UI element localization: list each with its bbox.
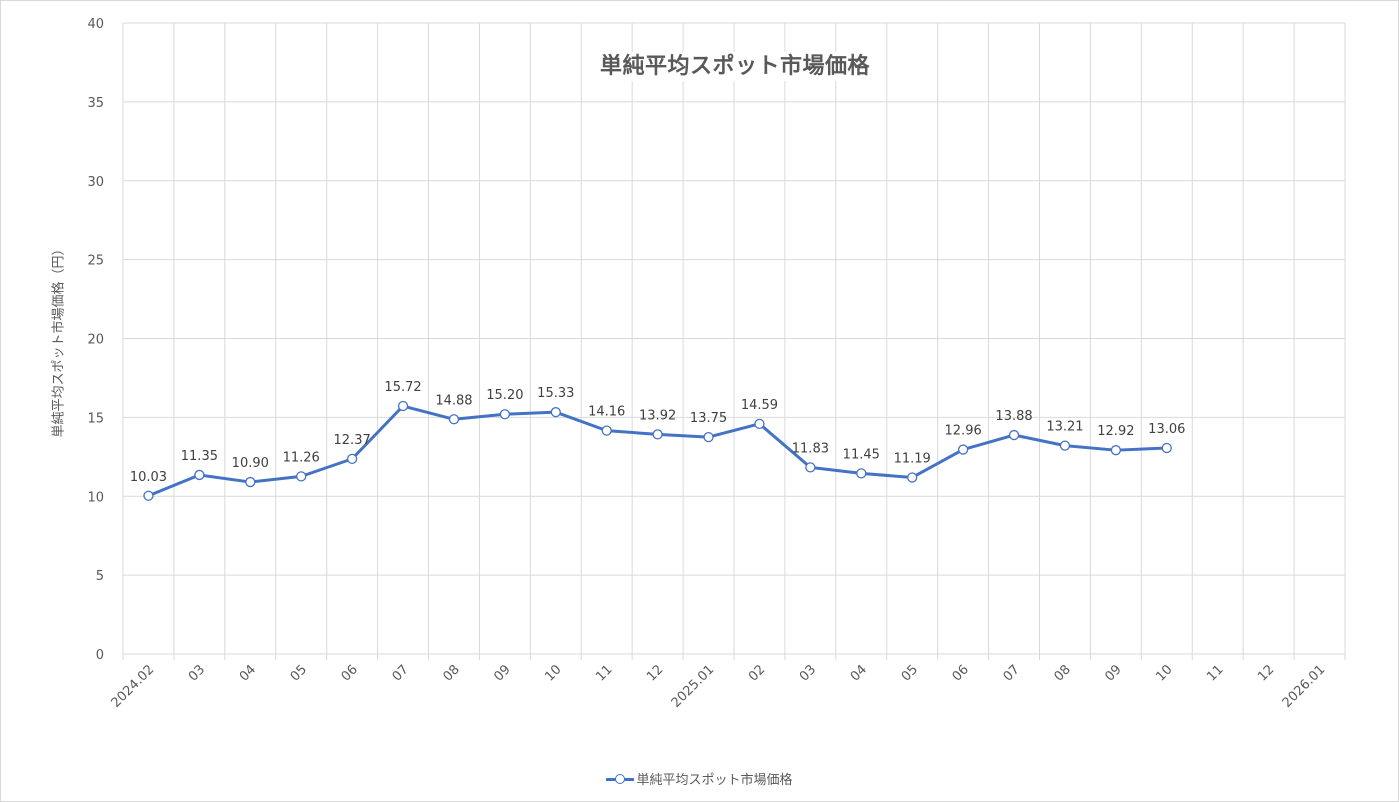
x-tick-label: 02 [746, 662, 768, 684]
data-label: 11.19 [894, 451, 931, 466]
x-tick-label: 04 [848, 662, 870, 684]
data-point-marker[interactable] [652, 429, 663, 440]
data-label: 15.72 [384, 380, 421, 395]
data-label: 13.92 [639, 408, 676, 423]
data-point-marker[interactable] [296, 471, 307, 482]
x-tick-label: 07 [390, 662, 412, 684]
data-point-marker[interactable] [194, 469, 205, 481]
data-label: 12.96 [945, 424, 982, 439]
x-tick-label: 09 [491, 662, 513, 684]
data-point-marker[interactable] [805, 462, 816, 473]
x-tick-label: 05 [899, 662, 921, 684]
gridlines [122, 22, 1346, 660]
x-tick-label: 06 [339, 662, 361, 684]
y-tick-label: 10 [87, 490, 104, 505]
x-tick-label: 03 [186, 662, 208, 684]
data-point-marker[interactable] [907, 472, 918, 483]
data-point-marker[interactable] [1059, 440, 1071, 451]
data-label: 15.20 [486, 388, 523, 403]
data-label: 10.03 [130, 470, 167, 485]
data-point-marker[interactable] [957, 444, 969, 455]
y-tick-label: 5 [96, 569, 104, 584]
legend-label: 単純平均スポット市場価格 [636, 773, 793, 788]
x-tick-label: 07 [1001, 662, 1023, 684]
data-point-marker[interactable] [499, 409, 511, 420]
y-tick-label: 30 [87, 175, 104, 190]
x-tick-label: 10 [1153, 662, 1175, 684]
data-label: 12.37 [334, 433, 371, 448]
x-tick-label: 04 [237, 662, 259, 684]
chart-title-text: 単純平均スポット市場価格 [591, 52, 878, 81]
y-tick-label: 35 [87, 96, 104, 111]
legend[interactable]: 単純平均スポット市場価格 [0, 769, 1399, 788]
data-label: 11.45 [843, 447, 880, 462]
y-tick-label: 25 [87, 254, 104, 269]
data-label: 14.88 [435, 393, 472, 408]
data-point-marker[interactable] [550, 407, 561, 418]
legend-line-marker-icon [606, 773, 635, 785]
data-label: 14.16 [588, 405, 625, 420]
data-label: 11.83 [792, 441, 829, 456]
x-tick-label: 08 [440, 662, 462, 684]
data-point-marker[interactable] [856, 468, 867, 479]
data-point-marker[interactable] [448, 414, 460, 425]
x-tick-label: 2026.01 [1280, 662, 1329, 711]
data-label: 11.26 [283, 450, 320, 465]
x-tick-label: 2024.02 [109, 662, 158, 711]
data-point-marker[interactable] [346, 453, 358, 465]
y-tick-label: 20 [87, 333, 104, 348]
x-tick-label: 05 [288, 662, 310, 684]
data-label: 10.90 [232, 456, 269, 471]
x-tick-label: 10 [542, 662, 564, 684]
data-point-marker[interactable] [143, 490, 154, 501]
x-tick-label: 03 [797, 662, 819, 684]
y-tick-label: 15 [87, 411, 104, 426]
data-label: 13.21 [1046, 420, 1083, 435]
data-label: 13.75 [690, 411, 727, 426]
data-point-marker[interactable] [1008, 429, 1020, 441]
x-tick-label: 12 [1255, 662, 1277, 684]
x-tick-label: 2025.01 [669, 662, 718, 711]
x-tick-label: 08 [1051, 662, 1073, 684]
data-point-marker[interactable] [1110, 445, 1122, 456]
data-point-marker[interactable] [703, 431, 714, 443]
y-axis-label: 単純平均スポット市場価格（円） [51, 242, 67, 438]
x-tick-label: 09 [1102, 662, 1124, 684]
x-tick-label: 06 [950, 662, 972, 684]
data-label: 13.88 [995, 409, 1032, 424]
data-label: 11.35 [181, 449, 218, 464]
x-tick-label: 12 [644, 662, 666, 684]
x-tick-label: 11 [1204, 662, 1226, 684]
data-point-marker[interactable] [245, 476, 256, 488]
data-label: 12.92 [1097, 424, 1134, 439]
x-tick-label: 11 [593, 662, 615, 684]
data-point-marker[interactable] [754, 418, 765, 429]
chart-title: 単純平均スポット市場価格 [0, 48, 1399, 81]
data-label: 15.33 [537, 386, 574, 401]
data-point-marker[interactable] [601, 425, 612, 436]
data-point-marker[interactable] [1161, 442, 1172, 454]
y-tick-label: 40 [87, 17, 104, 32]
y-tick-label: 0 [96, 648, 104, 663]
data-point-marker[interactable] [397, 400, 409, 412]
data-label: 14.59 [741, 398, 778, 413]
data-label: 13.06 [1148, 422, 1185, 437]
